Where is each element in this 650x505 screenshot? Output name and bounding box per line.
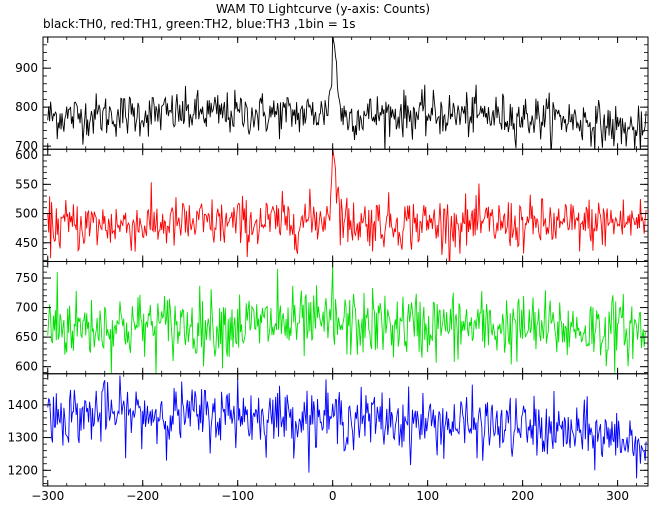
x-tick-label-1: −200 xyxy=(126,489,159,503)
y-tick-label-1-2: 550 xyxy=(15,177,38,191)
panel-3: 1200 1300 1400 xyxy=(7,373,649,487)
panel-2: 600 650 700 750 xyxy=(15,261,649,375)
y-tick-label-2-3: 750 xyxy=(15,271,38,285)
x-tick-label-3: 0 xyxy=(329,489,337,503)
panel-frame-2 xyxy=(42,261,649,375)
y-tick-label-0-1: 800 xyxy=(15,100,38,114)
panel-frame-3 xyxy=(42,373,649,487)
panels-group: 700 800 900 450 500 550 600 600 650 700 750 1200 130… xyxy=(7,36,649,487)
series-line-0 xyxy=(47,37,647,150)
y-tick-label-2-0: 600 xyxy=(15,360,38,374)
y-tick-label-3-2: 1400 xyxy=(7,398,38,412)
y-tick-label-1-3: 600 xyxy=(15,148,38,162)
x-tick-label-0: −300 xyxy=(31,489,64,503)
y-tick-label-3-0: 1200 xyxy=(7,463,38,477)
panel-0: 700 800 900 xyxy=(15,36,649,153)
x-axis: −300 −200 −100 0 100 200 300 xyxy=(31,489,629,503)
series-line-3 xyxy=(47,375,647,479)
chart-subtitle: black:TH0, red:TH1, green:TH2, blue:TH3 … xyxy=(43,17,356,31)
y-tick-label-2-1: 650 xyxy=(15,330,38,344)
series-line-2 xyxy=(47,265,647,374)
x-tick-label-2: −100 xyxy=(221,489,254,503)
y-tick-label-1-0: 450 xyxy=(15,236,38,250)
y-tick-label-2-2: 700 xyxy=(15,301,38,315)
panel-frame-1 xyxy=(42,148,649,262)
x-tick-label-4: 100 xyxy=(416,489,439,503)
chart-title: WAM T0 Lightcurve (y-axis: Counts) xyxy=(216,2,430,16)
panel-frame-0 xyxy=(42,36,649,150)
x-tick-label-5: 200 xyxy=(511,489,534,503)
y-tick-label-1-1: 500 xyxy=(15,207,38,221)
panel-1: 450 500 550 600 xyxy=(15,148,649,262)
y-tick-label-3-1: 1300 xyxy=(7,431,38,445)
x-tick-label-6: 300 xyxy=(606,489,629,503)
y-tick-label-0-2: 900 xyxy=(15,61,38,75)
y-tick-label-0-0: 700 xyxy=(15,139,38,153)
series-line-1 xyxy=(47,149,647,262)
